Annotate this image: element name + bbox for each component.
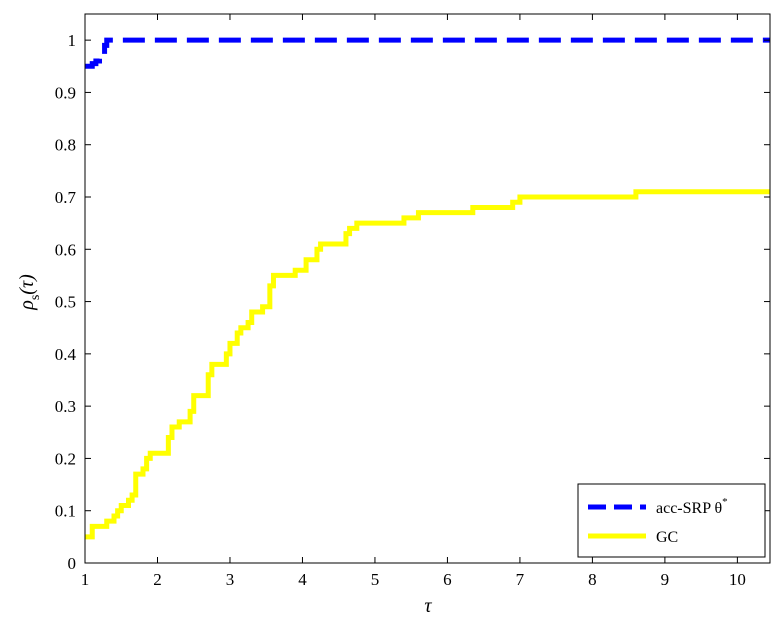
x-tick-label: 9 (661, 570, 670, 589)
x-tick-label: 2 (153, 570, 162, 589)
x-tick-label: 4 (298, 570, 307, 589)
y-tick-label: 0.2 (55, 449, 76, 468)
legend-box (577, 483, 766, 558)
y-tick-label: 0.9 (55, 83, 76, 102)
legend-label-gc: GC (656, 529, 678, 546)
legend-label-acc-srp: acc-SRP θ* (656, 496, 728, 517)
x-tick-label: 7 (516, 570, 525, 589)
y-axis-title-subscript: s (28, 295, 43, 300)
y-tick-label: 0.3 (55, 397, 76, 416)
y-tick-label: 0.8 (55, 136, 76, 155)
axes: 1 2 3 4 5 6 7 8 9 10 0 0.1 0.2 0.3 0.4 0.5 0.6 0.7 0.8 0.9 1 (55, 13, 771, 589)
x-tick-label: 3 (226, 570, 235, 589)
x-tick-label: 1 (81, 570, 90, 589)
plot-area (85, 37, 770, 540)
y-tick-label: 0.4 (55, 345, 77, 364)
y-tick-label: 0.1 (55, 502, 76, 521)
legend: acc-SRP θ* GC (577, 483, 766, 558)
series-line-acc-srp (85, 37, 770, 69)
x-tick-label: 5 (371, 570, 380, 589)
y-tick-label: 0.7 (55, 188, 77, 207)
y-tick-label: 0.5 (55, 293, 76, 312)
series-line-gc (85, 189, 770, 540)
y-axis-title-symbol: ρ (16, 300, 38, 311)
y-axis-title-suffix: (τ) (16, 274, 38, 295)
x-tick-label: 10 (729, 570, 746, 589)
y-tick-label: 1 (68, 31, 77, 50)
y-tick-label: 0.6 (55, 240, 76, 259)
x-tick-label: 6 (443, 570, 452, 589)
plot-frame (84, 13, 771, 564)
y-tick-label: 0 (68, 554, 77, 573)
y-axis-title: ρs(τ) (16, 274, 43, 311)
x-axis-title: τ (424, 595, 432, 617)
x-tick-label: 8 (588, 570, 597, 589)
